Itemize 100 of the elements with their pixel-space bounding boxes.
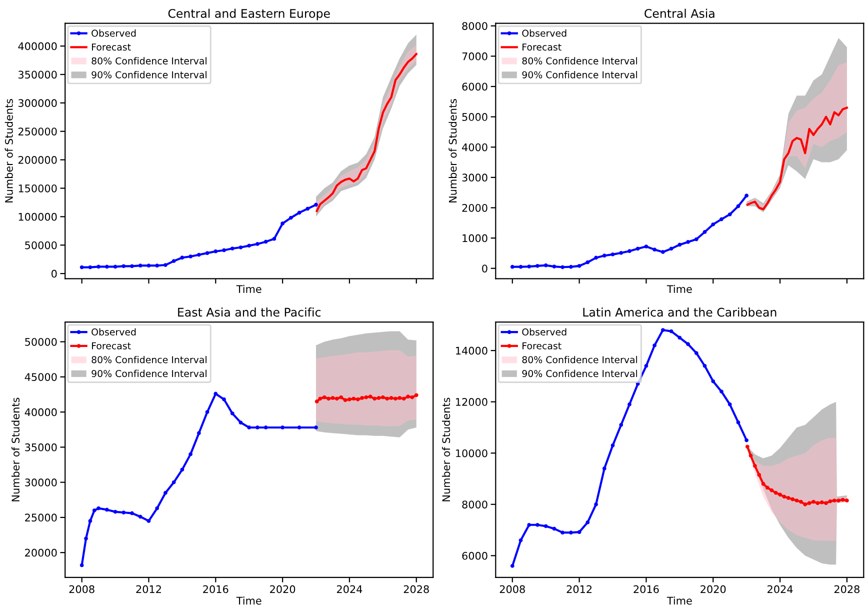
line-series <box>314 393 418 404</box>
point <box>790 497 795 502</box>
point <box>389 396 394 400</box>
point <box>230 246 234 250</box>
point <box>794 498 799 502</box>
point <box>238 245 243 250</box>
point <box>812 500 816 504</box>
point <box>80 265 84 270</box>
point <box>652 343 657 348</box>
point <box>544 263 548 268</box>
point <box>745 444 750 449</box>
chart-title: Central Asia <box>644 8 714 18</box>
point <box>410 395 414 400</box>
point <box>510 264 514 269</box>
y-tick-label: 0 <box>52 270 57 278</box>
point <box>728 402 732 406</box>
y-tick-label: 150000 <box>18 184 57 192</box>
x-tick-label: 2012 <box>136 585 161 594</box>
point <box>510 564 514 568</box>
point <box>155 264 160 268</box>
point <box>146 264 151 268</box>
point <box>761 482 766 486</box>
x-axis-title: Time <box>666 284 692 293</box>
point <box>352 396 356 401</box>
point <box>686 240 690 244</box>
point <box>568 530 573 535</box>
point <box>414 393 418 398</box>
point <box>770 488 774 492</box>
point <box>368 394 372 399</box>
chart-title: Latin America and the Caribbean <box>583 308 776 317</box>
point <box>334 396 339 401</box>
legend-label: 90% Confidence Interval <box>92 71 206 78</box>
point <box>130 511 134 516</box>
point <box>619 250 624 255</box>
point <box>364 395 368 400</box>
point <box>314 426 318 430</box>
point <box>577 264 582 268</box>
legend-label: Forecast <box>92 342 131 350</box>
legend-label: Observed <box>522 29 566 37</box>
point <box>628 402 632 406</box>
legend-label: 80% Confidence Interval <box>92 57 206 64</box>
point <box>318 396 322 401</box>
point <box>628 249 632 254</box>
y-axis-title: Number of Students <box>448 99 457 202</box>
point <box>96 506 100 510</box>
point <box>694 351 698 356</box>
legend-label: Forecast <box>522 342 562 350</box>
point <box>840 498 845 502</box>
point <box>138 514 142 519</box>
point <box>702 230 707 234</box>
legend-label: Observed <box>92 328 136 336</box>
point <box>256 426 260 430</box>
point <box>288 216 293 220</box>
y-tick-label: 3000 <box>462 174 488 182</box>
point <box>84 536 88 540</box>
point <box>343 398 348 402</box>
y-tick-label: 25000 <box>25 514 57 522</box>
point <box>146 519 151 523</box>
point <box>610 252 615 256</box>
point <box>402 396 406 401</box>
point <box>728 212 732 216</box>
point <box>552 526 556 531</box>
line-series <box>746 106 848 210</box>
x-tick-label: 2028 <box>404 585 429 594</box>
y-tick-label: 40000 <box>24 408 57 416</box>
point <box>297 426 302 430</box>
point <box>238 420 243 425</box>
point <box>314 400 319 404</box>
legend-label: 80% Confidence Interval <box>522 57 638 64</box>
point <box>766 486 770 490</box>
point <box>798 500 803 504</box>
legend-label: 90% Confidence Interval <box>92 370 206 378</box>
point <box>406 394 410 399</box>
point <box>536 522 540 527</box>
point <box>786 496 790 500</box>
point <box>214 249 218 254</box>
point <box>80 563 84 568</box>
point <box>113 264 118 269</box>
point <box>372 396 376 401</box>
point <box>711 222 716 226</box>
point <box>130 264 134 268</box>
y-tick-label: 10000 <box>456 449 488 458</box>
x-tick-label: 2016 <box>634 585 659 594</box>
y-tick-label: 4000 <box>462 143 488 152</box>
point <box>188 452 192 456</box>
point <box>172 480 176 484</box>
point <box>385 396 390 401</box>
point <box>306 206 310 211</box>
point <box>678 336 682 340</box>
legend-label: Observed <box>92 29 136 37</box>
point <box>264 426 268 430</box>
legend-label: 80% Confidence Interval <box>92 356 206 364</box>
point <box>188 254 192 258</box>
point <box>702 364 707 368</box>
y-tick-label: 350000 <box>18 70 57 79</box>
x-tick-label: 2024 <box>336 585 362 594</box>
point <box>832 498 836 502</box>
point <box>552 264 556 268</box>
point <box>518 538 523 542</box>
point <box>774 490 778 495</box>
